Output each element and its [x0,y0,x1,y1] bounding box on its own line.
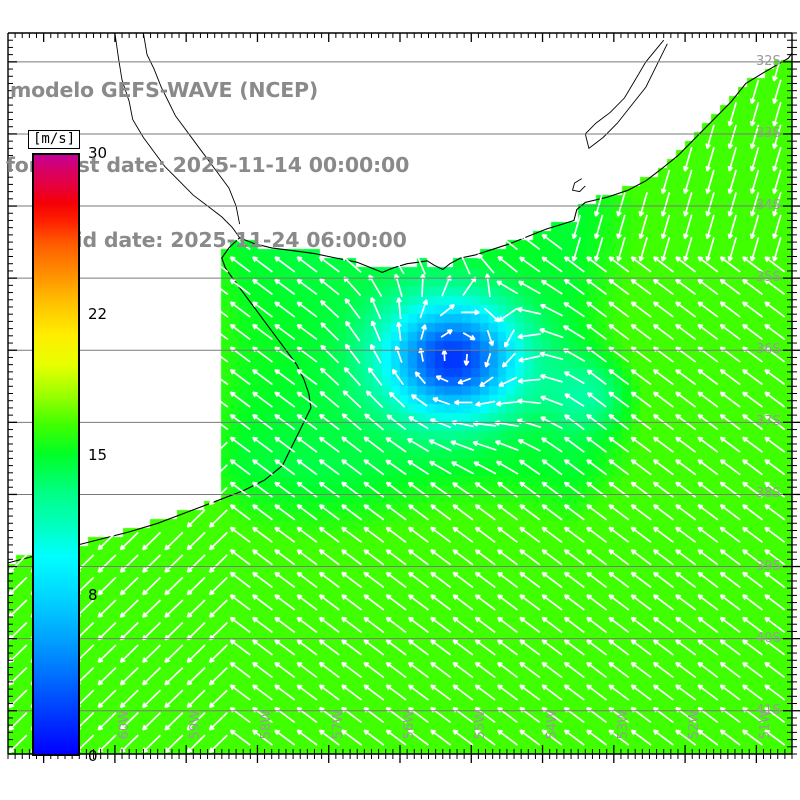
latitude-label-39S: 39S [756,558,781,574]
longitude-label-51W: 51W [758,710,774,740]
latitude-label-36S: 36S [756,342,781,358]
longitude-label-57W: 57W [330,710,346,740]
latitude-label-35S: 35S [756,270,781,286]
colorbar-tick-15: 15 [88,445,108,464]
longitude-label-53W: 53W [615,710,631,740]
longitude-label-56W: 56W [402,710,417,740]
latitude-label-41S: 41S [756,702,781,718]
latitude-label-38S: 38S [756,486,781,502]
graticule-grid [8,61,792,712]
wind-speed-field [8,33,792,754]
forecast-date: forecast date: 2025-11-14 00:00:00 [6,153,410,177]
longitude-label-52W: 52W [687,710,703,740]
model-name: modelo GEFS-WAVE (NCEP) [10,78,318,102]
plot-area[interactable] [8,33,792,754]
colorbar-tick-22: 22 [88,304,108,323]
colorbar-tick-30: 30 [88,144,108,162]
latitude-label-40S: 40S [756,630,781,646]
latitude-label-33S: 33S [756,125,781,141]
longitude-label-54W: 54W [544,710,560,740]
colorbar-gradient [32,153,80,756]
longitude-label-59W: 59W [188,710,204,740]
longitude-label-55W: 55W [473,710,489,740]
latitude-label-32S: 32S [756,53,781,69]
latitude-label-34S: 34S [756,198,781,214]
colorbar-tick-0: 0 [88,747,98,765]
chart-title-block: modelo GEFS-WAVE (NCEP) forecast date: 2… [0,28,520,303]
coastline-overlay [8,33,792,564]
longitude-label-60W: 60W [116,710,132,740]
colorbar-tick-8: 8 [88,586,98,605]
colorbar-unit-label: [m/s] [28,130,81,149]
latitude-label-37S: 37S [756,414,781,430]
wind-vector-overlay [8,56,786,754]
longitude-label-58W: 58W [259,710,275,740]
